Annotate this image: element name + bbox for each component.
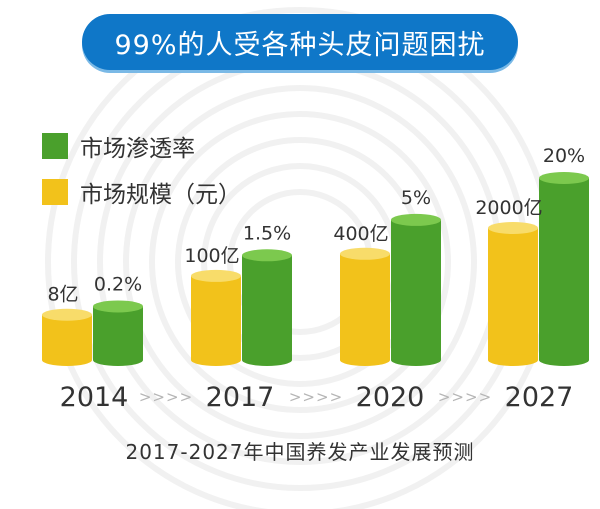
bar-market-size-2017	[191, 269, 241, 366]
data-label-penetration-2014: 0.2%	[94, 273, 142, 295]
data-label-market-size-2020: 400亿	[333, 223, 388, 245]
bar-market-size-2017-body	[191, 275, 241, 360]
bar-penetration-2017	[242, 249, 292, 366]
x-tick-label-2017: 2017	[206, 382, 275, 413]
bar-penetration-2027	[539, 172, 589, 366]
bar-market-size-2017-top	[191, 269, 241, 282]
bar-penetration-2020	[391, 213, 441, 366]
bar-penetration-2020-base	[391, 354, 441, 366]
arrow-separator-0: >>>>	[139, 388, 193, 406]
bar-market-size-2014-top	[42, 308, 92, 321]
legend-item-market-size: 市场规模（元）	[42, 174, 241, 210]
chart-title: 99%的人受各种头皮问题困扰	[114, 29, 486, 61]
bar-penetration-2027-base	[539, 354, 589, 366]
bar-market-size-2027-base	[488, 354, 538, 366]
arrow-separator-2: >>>>	[438, 388, 492, 406]
footer-caption: 2017-2027年中国养发产业发展预测	[125, 440, 475, 464]
legend-label-penetration: 市场渗透率	[80, 136, 195, 162]
bar-market-size-2014	[42, 308, 92, 366]
bar-penetration-2017-base	[242, 354, 292, 366]
bar-penetration-2014-top	[93, 300, 143, 313]
data-label-market-size-2027: 2000亿	[475, 197, 542, 219]
arrow-separator-1: >>>>	[289, 388, 343, 406]
bar-penetration-2017-body	[242, 255, 292, 360]
bar-market-size-2020-base	[340, 354, 390, 366]
bar-market-size-2020-body	[340, 253, 390, 360]
bar-penetration-2014-base	[93, 354, 143, 366]
data-label-penetration-2027: 20%	[543, 145, 585, 167]
bar-market-size-2027-top	[488, 222, 538, 234]
bar-market-size-2020	[340, 247, 390, 366]
data-label-penetration-2017: 1.5%	[243, 222, 291, 244]
x-tick-label-2027: 2027	[505, 382, 574, 413]
legend: 市场渗透率 市场规模（元）	[42, 128, 241, 220]
bar-market-size-2017-base	[191, 354, 241, 366]
data-label-market-size-2017: 100亿	[184, 245, 239, 267]
legend-swatch-green	[42, 133, 68, 159]
legend-item-penetration: 市场渗透率	[42, 128, 241, 164]
data-label-penetration-2020: 5%	[401, 187, 431, 209]
bar-penetration-2020-top	[391, 213, 441, 226]
bar-penetration-2027-body	[539, 178, 589, 360]
bar-market-size-2020-top	[340, 247, 390, 260]
legend-swatch-yellow	[42, 179, 68, 205]
bar-penetration-2017-top	[242, 249, 292, 262]
bar-market-size-2027	[488, 222, 538, 366]
background-ring	[149, 111, 451, 413]
data-label-market-size-2014: 8亿	[47, 284, 78, 306]
bar-penetration-2014	[93, 300, 143, 366]
title-banner: 99%的人受各种头皮问题困扰	[82, 14, 518, 70]
background-ring	[123, 85, 477, 439]
bar-penetration-2020-body	[391, 219, 441, 360]
legend-label-market-size: 市场规模（元）	[80, 182, 241, 208]
x-tick-label-2014: 2014	[60, 382, 129, 413]
bar-penetration-2014-body	[93, 306, 143, 360]
x-tick-label-2020: 2020	[356, 382, 425, 413]
bar-market-size-2027-body	[488, 228, 538, 360]
bar-penetration-2027-top	[539, 172, 589, 184]
bar-market-size-2014-base	[42, 354, 92, 366]
bar-market-size-2014-body	[42, 314, 92, 360]
